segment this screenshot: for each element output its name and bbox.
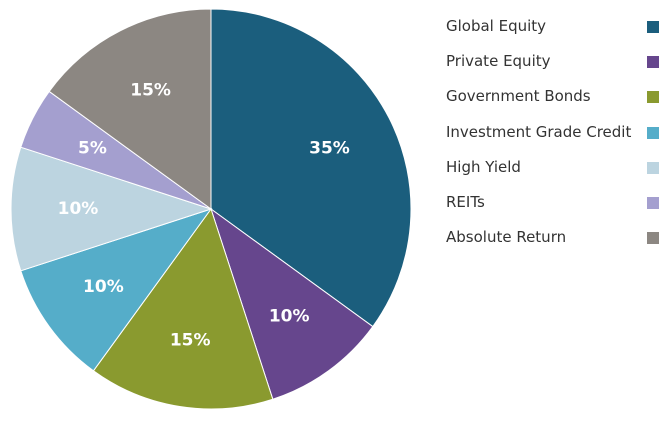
legend-item: Private Equity: [446, 49, 670, 84]
legend-item: REITs: [446, 190, 670, 225]
legend-swatch: [647, 161, 659, 174]
legend-label: REITs: [446, 192, 485, 211]
legend: Global Equity Private Equity Government Bo…: [446, 14, 670, 260]
pie-chart: 35% 10% 15% 10% 10% 5% 15%: [10, 8, 412, 410]
legend-label: Absolute Return: [446, 228, 567, 247]
slice-label-absolute-return: 15%: [130, 80, 171, 100]
pie-slice-private-equity: [210, 207, 374, 400]
slice-label-high-yield: 10%: [58, 199, 99, 219]
legend-item: Global Equity: [446, 14, 670, 49]
pie-slice-investment-grade-credit: [20, 208, 213, 372]
legend-label: High Yield: [446, 157, 521, 176]
legend-item: High Yield: [446, 155, 670, 190]
legend-swatch: [647, 232, 659, 245]
pie-slice-global-equity: [210, 8, 412, 328]
legend-label: Government Bonds: [446, 87, 591, 106]
slice-label-government-bonds: 15%: [170, 330, 211, 350]
legend-label: Global Equity: [446, 17, 547, 35]
legend-swatch: [647, 196, 659, 209]
pie-slice-government-bonds: [92, 207, 274, 410]
legend-item: Absolute Return: [446, 225, 670, 260]
legend-label: Investment Grade Credit: [446, 122, 632, 141]
legend-item: Government Bonds: [446, 84, 670, 119]
slice-label-investment-grade-credit: 10%: [83, 277, 124, 297]
pie-slice-absolute-return: [48, 8, 212, 210]
pie-slice-high-yield: [10, 146, 213, 272]
slice-label-reits: 5%: [78, 139, 107, 159]
slice-label-private-equity: 10%: [269, 307, 310, 327]
legend-item: Investment Grade Credit: [446, 120, 670, 155]
legend-swatch: [647, 126, 659, 139]
legend-swatch: [647, 56, 659, 69]
legend-swatch: [647, 21, 659, 33]
slice-label-global-equity: 35%: [309, 139, 350, 159]
legend-swatch: [647, 91, 659, 104]
legend-label: Private Equity: [446, 52, 551, 71]
